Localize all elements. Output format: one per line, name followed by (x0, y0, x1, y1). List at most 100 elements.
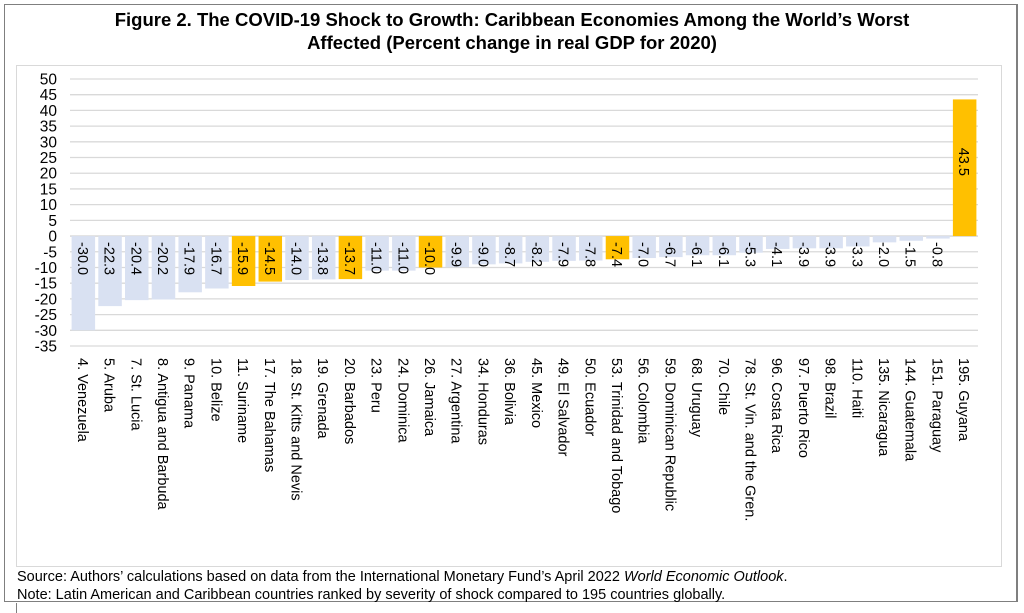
data-label: -8.2 (528, 242, 544, 267)
bar (125, 236, 149, 301)
bar (98, 236, 122, 307)
data-label: -9.9 (448, 242, 464, 267)
x-category-label: 4. Venezuela (74, 358, 90, 443)
bar (231, 236, 256, 287)
y-tick-label: 40 (40, 103, 58, 120)
bar (151, 236, 176, 300)
ranking-note: Note: Latin American and Caribbean count… (17, 587, 726, 603)
gridlines (70, 78, 978, 347)
chart-area (16, 65, 1002, 567)
x-category-label: 50. Ecuador (581, 358, 597, 436)
source-publication: World Economic Outlook (623, 569, 784, 585)
y-tick-label: 45 (40, 87, 57, 104)
data-label: -14.5 (261, 242, 277, 275)
data-label: -4.1 (768, 242, 784, 267)
bar (552, 236, 576, 261)
page-edge-line (16, 603, 17, 613)
data-label: -3.9 (822, 242, 838, 267)
bar (472, 236, 496, 265)
x-category-label: 135. Nicaragua (875, 358, 891, 457)
x-category-label: 8. Antigua and Barbuda (154, 358, 170, 511)
bar (712, 236, 737, 256)
bar (819, 236, 843, 249)
data-label: -7.4 (608, 242, 624, 267)
data-labels: -30.0 -22.3 -20.4 -20.2 -17.9 -16.7 -15.9 -14.5… (74, 148, 971, 275)
data-label: -1.5 (902, 242, 918, 267)
data-label: -22.3 (101, 242, 117, 275)
x-category-label: 36. Bolivia (501, 358, 517, 426)
bar (685, 236, 710, 256)
bars (71, 99, 977, 331)
y-tick-label: -10 (35, 260, 58, 277)
y-tick-label: -20 (35, 291, 58, 308)
x-category-label: 23. Peru (368, 358, 384, 413)
data-label: -30.0 (74, 242, 90, 275)
y-tick-label: 15 (40, 181, 57, 198)
x-category-label: 70. Chile (715, 358, 731, 415)
x-category-label: 49. El Salvador (555, 358, 571, 457)
bar (739, 236, 763, 253)
x-axis-category-labels: 4. Venezuela 5. Aruba 7. St. Lucia 8. Antig… (74, 358, 971, 521)
data-label: 43.5 (955, 148, 971, 176)
bar (632, 236, 656, 259)
x-category-label: 9. Panama (181, 358, 197, 429)
x-category-label: 97. Puerto Rico (795, 358, 811, 458)
x-category-label: 20. Barbados (341, 358, 357, 444)
x-category-label: 19. Grenada (314, 358, 330, 440)
data-label: -5.3 (742, 242, 758, 267)
y-tick-label: 25 (40, 150, 57, 167)
data-label: -10.0 (421, 242, 437, 275)
data-label: -16.7 (207, 242, 223, 275)
data-label: -13.7 (341, 242, 357, 275)
data-label: -13.8 (314, 242, 330, 275)
bar (311, 236, 336, 280)
figure-frame (4, 4, 1018, 602)
x-category-label: 68. Uruguay (688, 358, 704, 438)
data-label: -0.8 (928, 242, 944, 267)
data-label: -15.9 (234, 242, 250, 275)
data-label: -3.9 (795, 242, 811, 267)
data-label: -6.1 (715, 242, 731, 267)
data-label: -7.0 (635, 242, 651, 267)
bar (952, 99, 977, 237)
bar (71, 236, 96, 331)
x-category-label: 17. The Bahamas (261, 358, 277, 472)
data-label: -17.9 (181, 242, 197, 275)
bar (792, 236, 817, 249)
x-category-label: 144. Guatemala (902, 358, 918, 462)
y-tick-label: -25 (35, 307, 57, 324)
y-tick-label: -35 (35, 339, 57, 356)
bar (498, 236, 523, 264)
bar (579, 236, 603, 261)
x-category-label: 78. St. Vin. and the Gren. (742, 358, 758, 521)
data-label: -20.2 (154, 242, 170, 275)
y-tick-label: 10 (40, 197, 58, 214)
data-label: -8.7 (501, 242, 517, 267)
x-category-label: 26. Jamaica (421, 358, 437, 437)
y-tick-label: 30 (40, 134, 58, 151)
data-label: -7.9 (555, 242, 571, 267)
y-tick-label: -30 (35, 323, 58, 340)
bar (899, 236, 923, 241)
source-note: Source: Authors’ calculations based on d… (17, 568, 788, 586)
y-tick-label: 5 (48, 213, 57, 230)
data-label: -9.0 (474, 242, 490, 267)
data-label: -7.8 (581, 242, 597, 267)
y-tick-label: 20 (40, 166, 58, 183)
x-category-label: 5. Aruba (101, 358, 117, 413)
x-category-label: 151. Paraguay (928, 358, 944, 453)
data-label: -2.0 (875, 242, 891, 267)
figure-title: Figure 2. The COVID-19 Shock to Growth: … (0, 8, 1024, 54)
bar (178, 236, 202, 293)
x-category-label: 56. Colombia (635, 358, 651, 444)
y-tick-label: 0 (48, 229, 57, 246)
x-category-label: 7. St. Lucia (127, 358, 143, 431)
x-category-label: 195. Guyana (955, 358, 971, 442)
data-label: -20.4 (127, 242, 143, 275)
x-category-label: 34. Honduras (474, 358, 490, 445)
bar (205, 236, 229, 289)
data-label: -3.3 (848, 242, 864, 267)
data-label: -6.1 (688, 242, 704, 267)
